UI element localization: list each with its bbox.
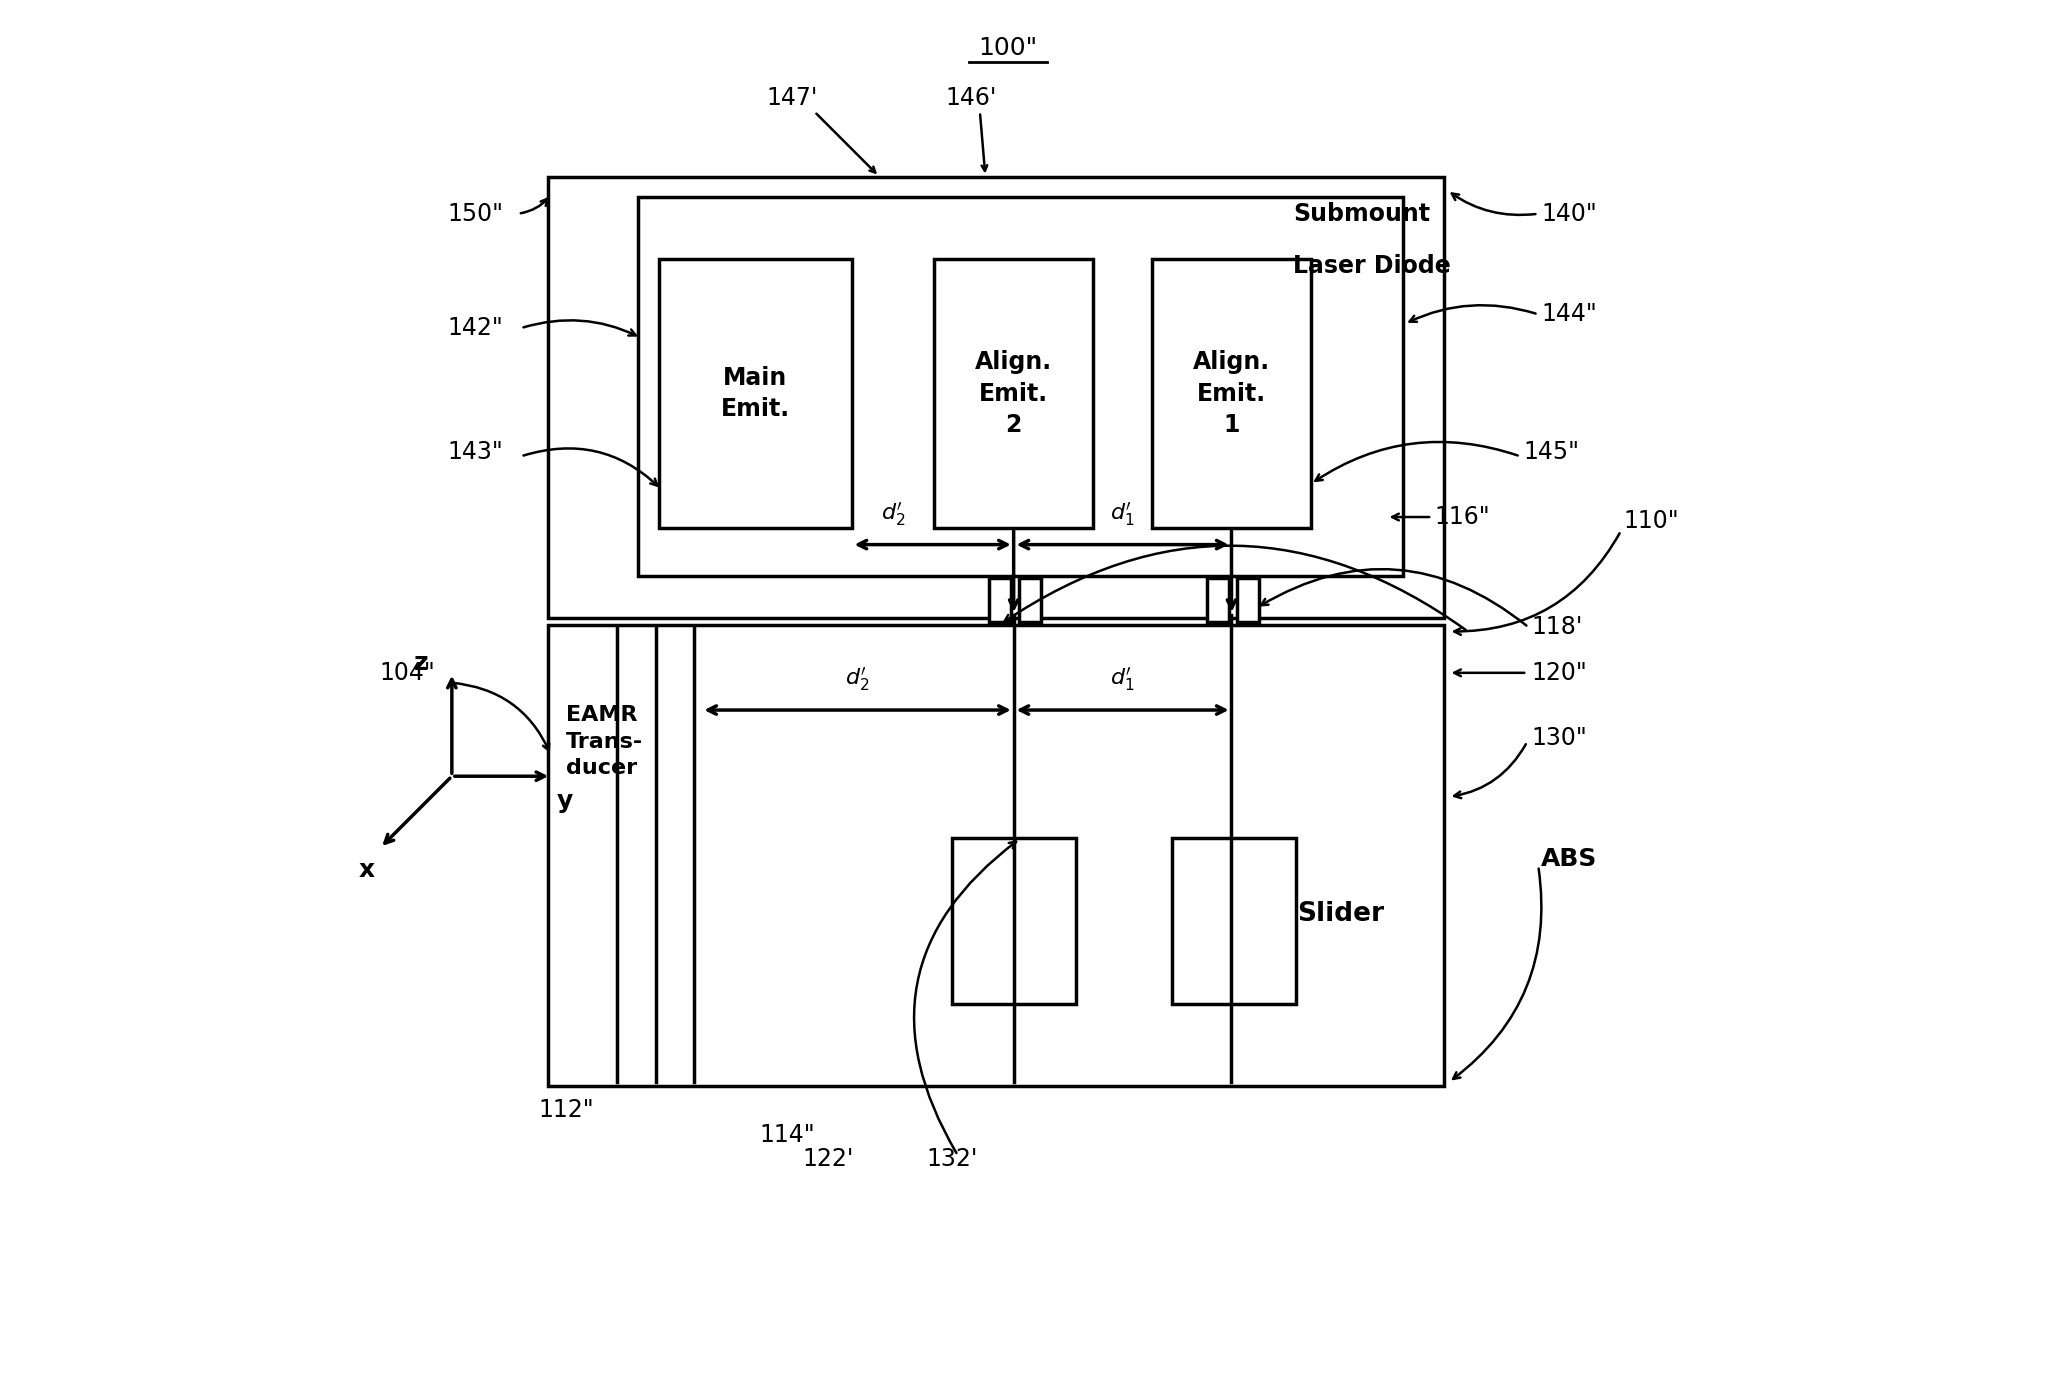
Text: Submount: Submount — [1292, 201, 1430, 226]
FancyBboxPatch shape — [989, 578, 1012, 621]
Text: 132': 132' — [926, 1147, 979, 1172]
Text: 150": 150" — [446, 201, 504, 226]
Text: Main
Emit.: Main Emit. — [721, 366, 791, 422]
Text: $d_2'$: $d_2'$ — [846, 666, 870, 694]
Text: $d_2'$: $d_2'$ — [881, 501, 905, 528]
Text: 110": 110" — [1624, 509, 1679, 533]
FancyBboxPatch shape — [1153, 259, 1311, 528]
Text: 140": 140" — [1540, 201, 1597, 226]
Text: 147': 147' — [766, 86, 817, 110]
Text: z: z — [414, 651, 428, 675]
Text: ABS: ABS — [1540, 847, 1597, 871]
Text: 100": 100" — [977, 36, 1036, 60]
FancyBboxPatch shape — [1020, 578, 1040, 621]
Text: EAMR
Trans-
ducer: EAMR Trans- ducer — [567, 706, 643, 778]
Text: 142": 142" — [446, 316, 504, 340]
FancyBboxPatch shape — [934, 259, 1094, 528]
Text: 122': 122' — [803, 1147, 854, 1172]
Text: 143": 143" — [446, 440, 504, 465]
Text: 145": 145" — [1524, 440, 1579, 465]
FancyBboxPatch shape — [639, 197, 1403, 577]
Text: x: x — [358, 859, 375, 882]
Text: 114": 114" — [760, 1122, 815, 1147]
FancyBboxPatch shape — [1171, 838, 1296, 1004]
Text: Slider: Slider — [1298, 902, 1384, 927]
Text: 112": 112" — [539, 1099, 594, 1122]
Text: Align.
Emit.
2: Align. Emit. 2 — [975, 350, 1053, 437]
Text: $d_1'$: $d_1'$ — [1110, 501, 1135, 528]
Text: y: y — [557, 789, 573, 813]
FancyBboxPatch shape — [549, 624, 1444, 1086]
FancyBboxPatch shape — [1237, 578, 1260, 621]
Text: 144": 144" — [1540, 302, 1597, 326]
Text: 130": 130" — [1532, 725, 1587, 749]
FancyBboxPatch shape — [659, 259, 852, 528]
Text: 118': 118' — [1532, 616, 1583, 639]
Text: 116": 116" — [1436, 505, 1491, 528]
Text: 146': 146' — [946, 86, 997, 110]
FancyBboxPatch shape — [1206, 578, 1229, 621]
Text: 120": 120" — [1532, 660, 1587, 685]
Text: $d_1'$: $d_1'$ — [1110, 666, 1135, 694]
Text: Laser Diode: Laser Diode — [1292, 254, 1450, 279]
FancyBboxPatch shape — [952, 838, 1077, 1004]
FancyBboxPatch shape — [549, 176, 1444, 617]
Text: 104": 104" — [379, 660, 436, 685]
Text: Align.
Emit.
1: Align. Emit. 1 — [1192, 350, 1270, 437]
